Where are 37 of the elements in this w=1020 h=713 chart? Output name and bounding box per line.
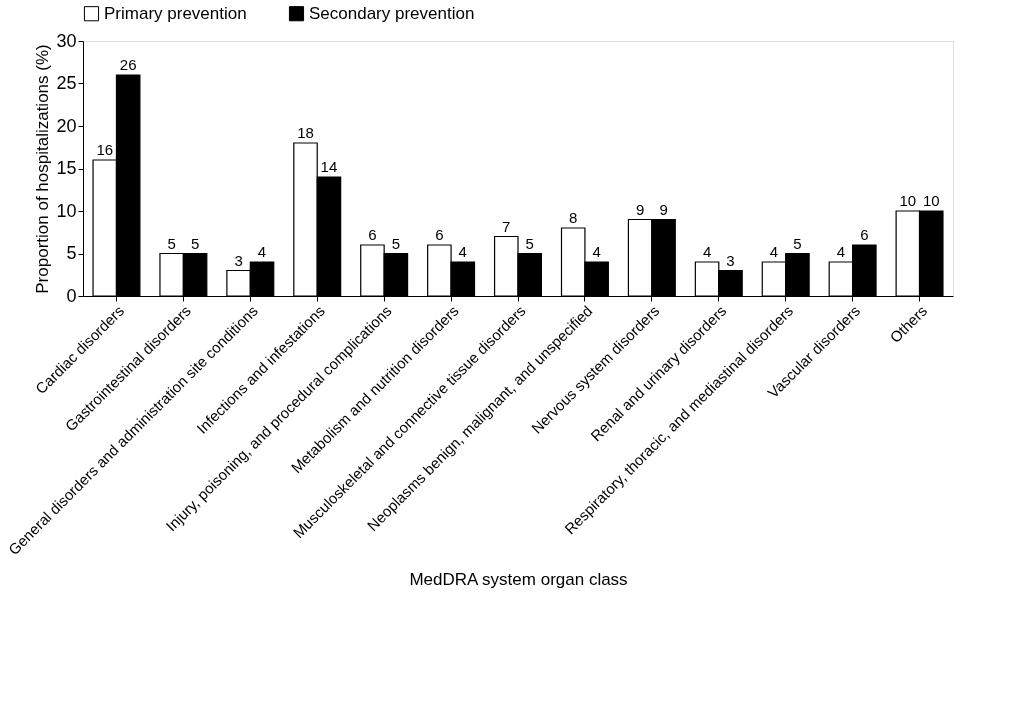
data-label: 5: [167, 234, 176, 252]
data-label: 6: [860, 226, 869, 243]
data-label: 8: [569, 209, 578, 226]
data-label: 9: [635, 200, 645, 218]
data-label: 4: [458, 243, 467, 260]
y-tick-label: 10: [56, 200, 77, 221]
data-label: 26: [119, 56, 137, 73]
data-label: 7: [502, 217, 511, 235]
data-label: 3: [726, 251, 735, 269]
data-label: 6: [368, 226, 377, 243]
data-label: 3: [234, 251, 243, 269]
data-label: 10: [899, 192, 917, 209]
data-label: 4: [769, 243, 779, 260]
data-label: 6: [435, 226, 444, 243]
y-axis-title: Proportion of hospitalizations (%): [33, 44, 53, 294]
data-label: 5: [793, 234, 802, 252]
data-label: 4: [592, 243, 601, 260]
y-tick-label: 20: [56, 115, 77, 136]
data-label: 4: [702, 243, 712, 260]
data-label: 9: [659, 200, 668, 218]
y-tick-label: 0: [66, 285, 77, 306]
data-label: 4: [836, 243, 846, 260]
data-label: 5: [391, 234, 401, 252]
data-label: 16: [96, 141, 114, 158]
x-axis-title: MedDRA system organ class: [409, 569, 628, 589]
data-label: 4: [257, 243, 267, 260]
legend-label: Secondary prevention: [309, 3, 475, 23]
data-label: 14: [320, 158, 338, 175]
y-tick-label: 25: [56, 73, 77, 93]
data-label: 10: [922, 192, 940, 209]
y-tick-label: 5: [66, 243, 77, 263]
y-tick-label: 15: [56, 158, 77, 178]
data-label: 5: [190, 234, 200, 252]
data-label: 5: [525, 234, 534, 252]
data-label: 18: [297, 124, 314, 141]
y-tick-label: 30: [56, 30, 77, 51]
legend-label: Primary prevention: [104, 3, 247, 23]
